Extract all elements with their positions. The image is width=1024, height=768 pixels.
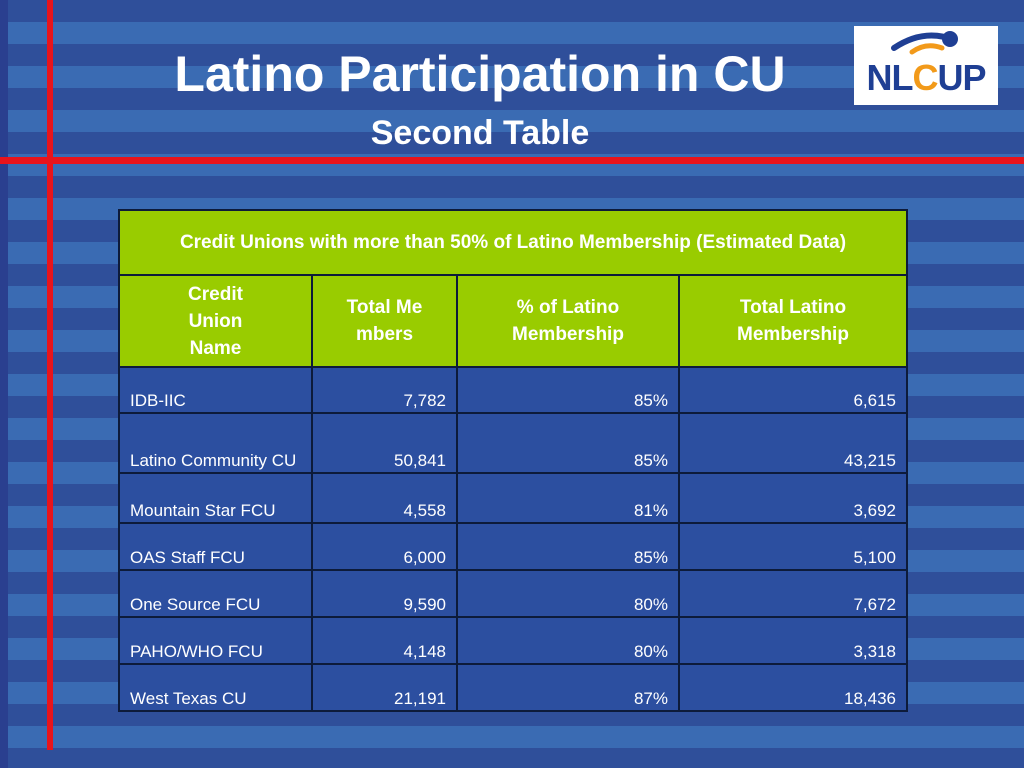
cell-total-latino: 5,100: [677, 522, 909, 571]
cell-name: OAS Staff FCU: [118, 522, 313, 571]
cell-total-latino: 3,318: [677, 616, 909, 665]
cell-pct-latino: 85%: [456, 522, 680, 571]
left-edge-bar: [0, 0, 8, 768]
table-header-row: Credit Union Name Total Members % of Lat…: [118, 274, 909, 368]
cell-pct-latino: 80%: [456, 616, 680, 665]
header-pct-latino: % of Latino Membership: [456, 274, 680, 368]
cell-name: IDB-IIC: [118, 366, 313, 414]
header-credit-union-name: Credit Union Name: [118, 274, 313, 368]
red-horizontal-rule: [0, 157, 1024, 164]
svg-text:NLCUP: NLCUP: [866, 57, 985, 98]
header-credit-union-name-label: Credit Union Name: [188, 283, 243, 359]
cell-total-members: 21,191: [311, 663, 458, 712]
table-row: One Source FCU 9,590 80% 7,672: [118, 569, 909, 618]
cell-name: Latino Community CU: [118, 412, 313, 474]
red-vertical-rule: [47, 0, 53, 750]
table-row: West Texas CU 21,191 87% 18,436: [118, 663, 909, 712]
table-row: Mountain Star FCU 4,558 81% 3,692: [118, 472, 909, 524]
cell-total-members: 50,841: [311, 412, 458, 474]
header-total-latino: Total Latino Membership: [677, 274, 909, 368]
slide-subtitle: Second Table: [370, 114, 590, 152]
cell-total-latino: 7,672: [677, 569, 909, 618]
cell-pct-latino: 85%: [456, 412, 680, 474]
header-total-members-label: Total Members: [346, 297, 423, 345]
cell-total-latino: 3,692: [677, 472, 909, 524]
cell-name: One Source FCU: [118, 569, 313, 618]
cell-total-members: 9,590: [311, 569, 458, 618]
cell-name-text: Latino Community CU: [130, 451, 297, 470]
cell-total-latino: 18,436: [677, 663, 909, 712]
header-total-members: Total Members: [311, 274, 458, 368]
cell-total-members: 6,000: [311, 522, 458, 571]
header-total-latino-label: Total Latino Membership: [737, 297, 849, 345]
cell-total-members: 4,558: [311, 472, 458, 524]
cell-total-members: 7,782: [311, 366, 458, 414]
latino-membership-table: Credit Unions with more than 50% of Lati…: [117, 209, 909, 712]
slide-title: Latino Participation in CU: [174, 46, 786, 102]
cell-pct-latino: 80%: [456, 569, 680, 618]
header-pct-latino-label: % of Latino Membership: [512, 297, 624, 345]
cell-name: West Texas CU: [118, 663, 313, 712]
table-row: PAHO/WHO FCU 4,148 80% 3,318: [118, 616, 909, 665]
table-caption: Credit Unions with more than 50% of Lati…: [117, 209, 909, 276]
table-row: OAS Staff FCU 6,000 85% 5,100: [118, 522, 909, 571]
cell-total-latino: 6,615: [677, 366, 909, 414]
cell-pct-latino: 81%: [456, 472, 680, 524]
table-row: IDB-IIC 7,782 85% 6,615: [118, 366, 909, 414]
cell-total-latino: 43,215: [677, 412, 909, 474]
nlcup-logo-graphic: NLCUP: [866, 31, 987, 98]
cell-total-members: 4,148: [311, 616, 458, 665]
table-row: Latino Community CU 50,841 85% 43,215: [118, 412, 909, 474]
cell-name: PAHO/WHO FCU: [118, 616, 313, 665]
cell-pct-latino: 87%: [456, 663, 680, 712]
table-caption-row: Credit Unions with more than 50% of Lati…: [117, 209, 909, 276]
cell-pct-latino: 85%: [456, 366, 680, 414]
nlcup-logo: NLCUP: [854, 26, 998, 105]
cell-name: Mountain Star FCU: [118, 472, 313, 524]
